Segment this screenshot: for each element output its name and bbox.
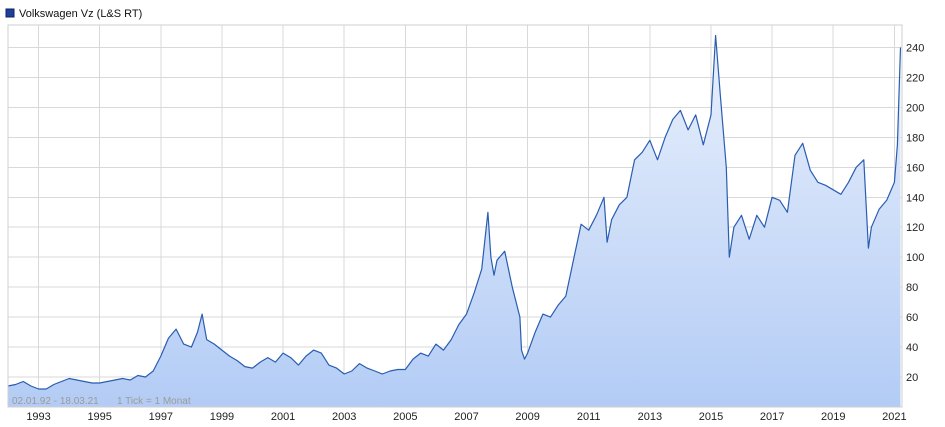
y-tick-label: 40	[906, 342, 918, 354]
x-tick-label: 2019	[821, 411, 845, 423]
series-line	[7, 34, 902, 390]
y-tick-label: 200	[906, 102, 924, 114]
x-tick-label: 2011	[577, 411, 601, 423]
x-tick-label: 2009	[515, 411, 539, 423]
x-tick-label: 1999	[210, 411, 234, 423]
y-tick-label: 160	[906, 162, 924, 174]
price-area	[7, 34, 902, 407]
x-tick-label: 2007	[454, 411, 478, 423]
x-axis-ticks: 1993 1995 1997 1999 2001 2003 2005 2007 2009 2011…	[26, 411, 906, 423]
x-tick-label: 2005	[393, 411, 417, 423]
y-tick-label: 20	[906, 372, 918, 384]
x-tick-label: 2003	[332, 411, 356, 423]
x-tick-label: 2017	[760, 411, 784, 423]
legend: Volkswagen Vz (L&S RT)	[5, 8, 142, 20]
y-tick-label: 180	[906, 132, 924, 144]
info-caption: 02.01.92 - 18.03.21 1 Tick = 1 Monat	[12, 396, 191, 407]
y-tick-label: 240	[906, 42, 924, 54]
plot-border	[7, 24, 903, 408]
date-range-text: 02.01.92 - 18.03.21	[12, 396, 99, 407]
x-tick-label: 2021	[882, 411, 906, 423]
y-tick-label: 120	[906, 222, 924, 234]
legend-label: Volkswagen Vz (L&S RT)	[19, 8, 142, 20]
x-tick-label: 2001	[271, 411, 295, 423]
y-tick-label: 140	[906, 192, 924, 204]
tick-interval-text: 1 Tick = 1 Monat	[117, 396, 191, 407]
y-tick-label: 100	[906, 252, 924, 264]
series-area-fill	[8, 35, 901, 407]
y-tick-label: 80	[906, 282, 918, 294]
plot-frame	[7, 24, 903, 408]
y-tick-label: 220	[906, 72, 924, 84]
x-tick-label: 1993	[26, 411, 50, 423]
x-tick-label: 2013	[638, 411, 662, 423]
x-tick-label: 1997	[149, 411, 173, 423]
legend-swatch	[5, 8, 15, 18]
x-tick-label: 2015	[699, 411, 723, 423]
y-tick-label: 60	[906, 312, 918, 324]
x-tick-label: 1995	[87, 411, 111, 423]
y-axis-ticks: 20 40 60 80 100 120 140 160 180 200 220 240	[906, 42, 924, 384]
